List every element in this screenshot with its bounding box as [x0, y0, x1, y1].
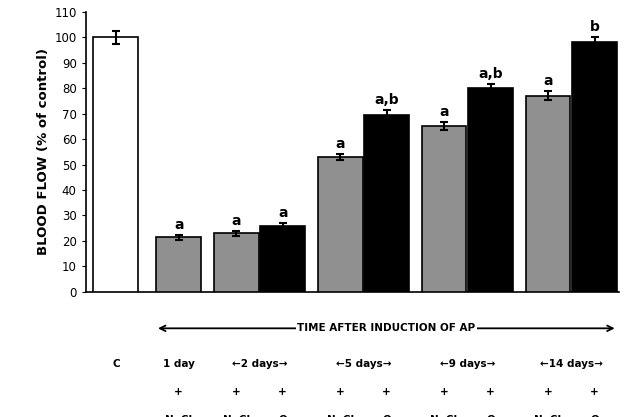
Text: ←9 days→: ←9 days→	[439, 359, 495, 369]
Bar	[468, 88, 513, 292]
Text: NaCl: NaCl	[326, 415, 354, 417]
Text: +: +	[439, 387, 448, 397]
Bar	[156, 237, 201, 292]
Text: a,b: a,b	[374, 93, 399, 107]
Text: O: O	[590, 415, 599, 417]
Bar	[422, 126, 467, 292]
Text: NaCl: NaCl	[535, 415, 561, 417]
Text: O: O	[278, 415, 287, 417]
Text: NaCl: NaCl	[431, 415, 458, 417]
Text: +: +	[382, 387, 391, 397]
Text: O: O	[486, 415, 495, 417]
Text: +: +	[232, 387, 241, 397]
Text: a: a	[544, 74, 552, 88]
Text: ←2 days→: ←2 days→	[232, 359, 287, 369]
Text: a: a	[174, 218, 184, 231]
Text: NaCl: NaCl	[165, 415, 192, 417]
Text: O: O	[382, 415, 391, 417]
Text: +: +	[278, 387, 287, 397]
Text: +: +	[486, 387, 495, 397]
Text: NaCl: NaCl	[223, 415, 250, 417]
Text: +: +	[175, 387, 183, 397]
Text: a,b: a,b	[478, 67, 503, 81]
Text: a: a	[335, 137, 345, 151]
Bar	[260, 226, 305, 292]
Y-axis label: BLOOD FLOW (% of control): BLOOD FLOW (% of control)	[37, 48, 50, 255]
Bar	[93, 37, 138, 292]
Text: ←14 days→: ←14 days→	[540, 359, 603, 369]
Text: C: C	[112, 359, 119, 369]
Text: a: a	[439, 106, 449, 119]
Bar	[572, 42, 617, 292]
Bar	[364, 115, 409, 292]
Bar	[214, 233, 258, 292]
Text: +: +	[336, 387, 345, 397]
Text: +: +	[590, 387, 599, 397]
Text: a: a	[278, 206, 288, 220]
Text: TIME AFTER INDUCTION OF AP: TIME AFTER INDUCTION OF AP	[297, 323, 476, 333]
Text: b: b	[589, 20, 599, 34]
Text: ←5 days→: ←5 days→	[336, 359, 391, 369]
Text: a: a	[231, 214, 241, 228]
Text: +: +	[544, 387, 552, 397]
Bar	[526, 96, 570, 292]
Text: 1 day: 1 day	[163, 359, 195, 369]
Bar	[318, 157, 363, 292]
